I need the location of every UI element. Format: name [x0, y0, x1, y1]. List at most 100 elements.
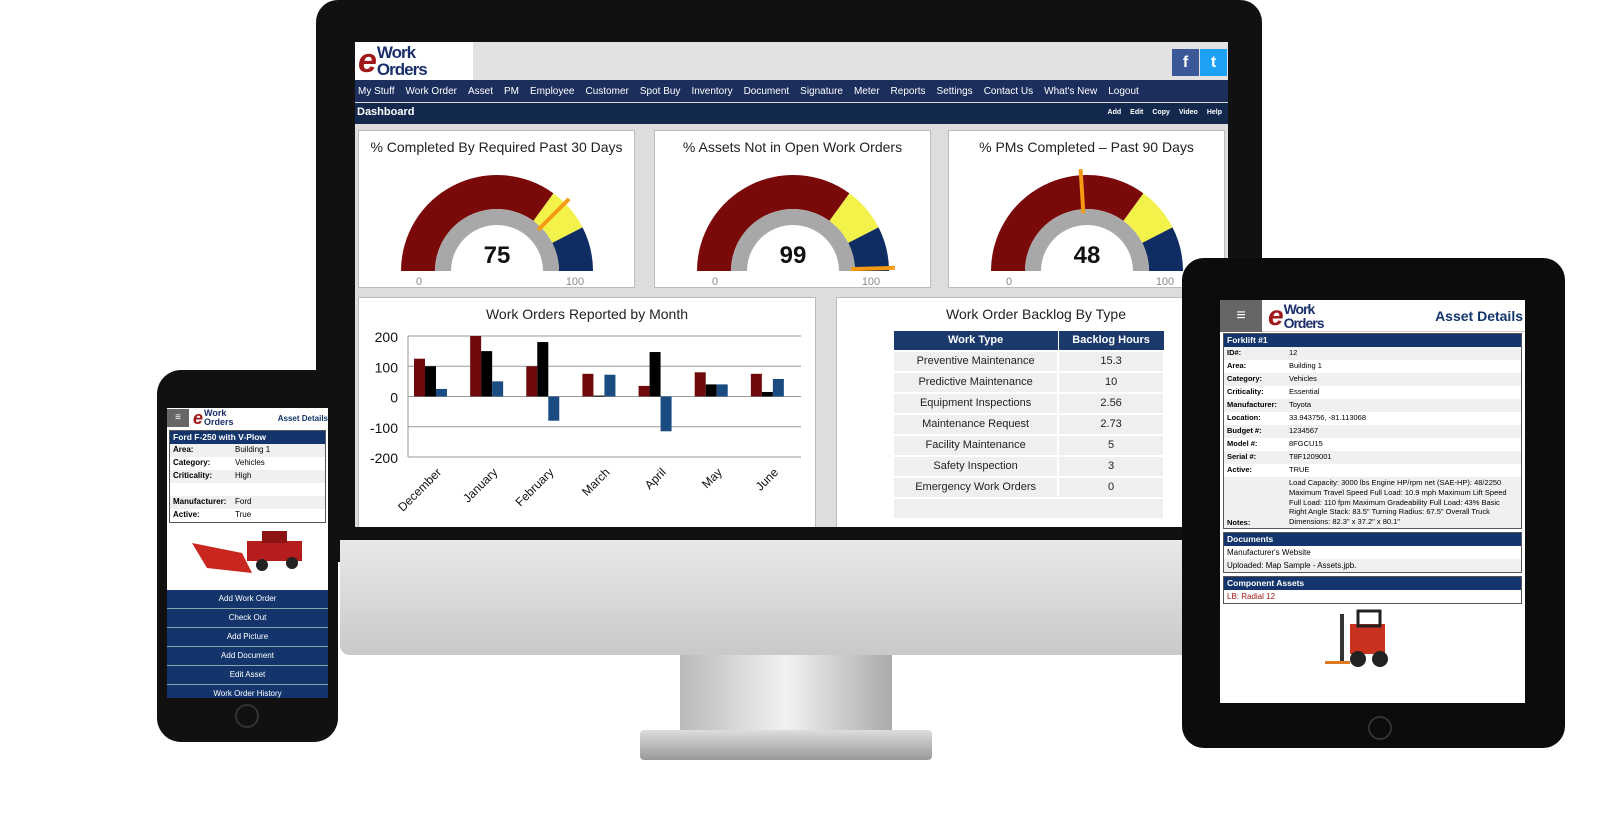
bar — [761, 391, 773, 397]
work-type: Equipment Inspections — [891, 391, 1060, 415]
detail-row: Active: True — [170, 509, 325, 522]
add-work-order-button[interactable]: Add Work Order — [167, 590, 328, 609]
nav-logout[interactable]: Logout — [1108, 85, 1139, 97]
home-button[interactable] — [1368, 716, 1392, 740]
backlog-hours: 0 — [1057, 475, 1165, 499]
desktop-screen: e Work Orders f t My Stuff Work Order Asse… — [355, 42, 1228, 527]
help-button[interactable]: Help — [1206, 109, 1222, 116]
add-button[interactable]: Add — [1107, 109, 1122, 116]
y-tick-label: 100 — [375, 359, 399, 375]
nav-signature[interactable]: Signature — [800, 85, 843, 97]
table-row[interactable]: Preventive Maintenance 15.3 — [891, 349, 1165, 373]
logo-line2: Orders — [204, 417, 234, 427]
nav-contact-us[interactable]: Contact Us — [983, 85, 1034, 97]
detail-row: Criticality: High — [170, 470, 325, 483]
bar — [705, 384, 717, 397]
logo[interactable]: e Work Orders — [355, 42, 473, 80]
nav-settings[interactable]: Settings — [936, 85, 973, 97]
video-button[interactable]: Video — [1178, 109, 1198, 116]
nav-work-order[interactable]: Work Order — [405, 85, 458, 97]
add-document-button[interactable]: Add Document — [167, 647, 328, 666]
bar — [638, 385, 650, 397]
x-tick-label: December — [395, 465, 444, 514]
backlog-hours: 2.56 — [1057, 391, 1165, 415]
bar — [537, 342, 549, 397]
backlog-hours: 2.73 — [1057, 412, 1165, 436]
add-picture-button[interactable]: Add Picture — [167, 628, 328, 647]
hamburger-menu-icon[interactable]: ≡ — [167, 409, 189, 427]
detail-label: Serial #: — [1224, 451, 1286, 464]
nav-employee[interactable]: Employee — [530, 85, 575, 97]
detail-label: Budget #: — [1224, 425, 1286, 438]
twitter-icon[interactable]: t — [1200, 49, 1227, 76]
nav-my-stuff[interactable]: My Stuff — [358, 85, 395, 97]
table-row[interactable]: Facility Maintenance 5 — [891, 433, 1165, 457]
detail-label: Manufacturer: — [1224, 399, 1286, 412]
gauge-needle — [850, 265, 896, 272]
detail-value: Toyota — [1286, 399, 1521, 412]
logo-e: e — [358, 42, 377, 80]
nav-pm[interactable]: PM — [504, 85, 520, 97]
detail-row: Budget #: 1234567 — [1224, 425, 1521, 438]
component-link[interactable]: LB: Radial 12 — [1227, 591, 1276, 601]
nav-document[interactable]: Document — [743, 85, 790, 97]
detail-row: Notes: Load Capacity: 3000 lbs Engine HP/… — [1224, 477, 1521, 528]
bar — [481, 351, 493, 397]
bar — [660, 396, 672, 432]
nav-asset[interactable]: Asset — [468, 85, 494, 97]
table-row[interactable]: Maintenance Request 2.73 — [891, 412, 1165, 436]
col-work-type[interactable]: Work Type — [892, 330, 1059, 351]
work-type: Maintenance Request — [891, 412, 1060, 436]
x-tick-label: March — [579, 465, 612, 498]
detail-label: Location: — [1227, 413, 1261, 422]
document-upload[interactable]: Uploaded: Map Sample - Assets.jpb. — [1224, 558, 1521, 572]
detail-label: Criticality: — [1227, 387, 1264, 396]
detail-value: Building 1 — [232, 444, 325, 457]
copy-button[interactable]: Copy — [1152, 109, 1170, 116]
col-backlog-hours[interactable]: Backlog Hours — [1057, 330, 1165, 351]
table-row[interactable]: Predictive Maintenance 10 — [891, 370, 1165, 394]
phone-page-title: Asset Details — [277, 413, 328, 423]
nav-meter[interactable]: Meter — [853, 85, 880, 97]
page-title: Dashboard — [357, 106, 415, 118]
nav-spot-buy[interactable]: Spot Buy — [639, 85, 681, 97]
document-link[interactable]: Manufacturer's Website — [1227, 547, 1311, 557]
table-row[interactable]: Equipment Inspections 2.56 — [891, 391, 1165, 415]
work-order-history-button[interactable]: Work Order History — [167, 685, 328, 698]
edit-button[interactable]: Edit — [1130, 109, 1144, 116]
gauge-band-mid — [533, 193, 583, 243]
x-tick-label: April — [642, 465, 669, 492]
work-type: Preventive Maintenance — [891, 349, 1060, 373]
gauge-band-low — [697, 175, 850, 271]
nav-inventory[interactable]: Inventory — [691, 85, 733, 97]
nav-reports[interactable]: Reports — [890, 85, 926, 97]
home-button[interactable] — [235, 704, 259, 728]
hamburger-menu-icon[interactable]: ≡ — [1220, 300, 1262, 332]
y-tick-label: -200 — [370, 450, 398, 466]
detail-row: Manufacturer: Ford — [170, 496, 325, 509]
check-out-button[interactable]: Check Out — [167, 609, 328, 628]
bar — [526, 366, 538, 397]
detail-value: Vehicles — [1286, 373, 1521, 386]
bar — [750, 373, 762, 397]
edit-asset-button[interactable]: Edit Asset — [167, 666, 328, 685]
nav-what-s-new[interactable]: What's New — [1044, 85, 1098, 97]
gauge: 75 0 100 — [401, 175, 593, 288]
detail-value: T8F1209001 — [1286, 451, 1521, 464]
detail-value: Essential — [1289, 387, 1320, 396]
gauge-panel: % PMs Completed – Past 90 Days 48 0 100 — [948, 130, 1225, 288]
table-row[interactable]: Safety Inspection 3 — [891, 454, 1165, 478]
backlog-hours: 10 — [1057, 370, 1165, 394]
gauge-max: 100 — [566, 276, 584, 288]
x-tick-label: May — [699, 465, 725, 491]
facebook-icon[interactable]: f — [1172, 49, 1199, 76]
backlog-table: Work Type Backlog Hours Preventive Mainte… — [891, 330, 1165, 520]
logo-e: e — [1268, 300, 1284, 331]
x-tick-label: February — [513, 465, 557, 509]
logo-line2: Orders — [1283, 314, 1325, 331]
components-header: Component Assets — [1224, 576, 1521, 590]
detail-label — [170, 483, 232, 496]
nav-customer[interactable]: Customer — [585, 85, 629, 97]
detail-label: Category: — [173, 458, 211, 467]
table-row[interactable]: Emergency Work Orders 0 — [891, 475, 1165, 499]
